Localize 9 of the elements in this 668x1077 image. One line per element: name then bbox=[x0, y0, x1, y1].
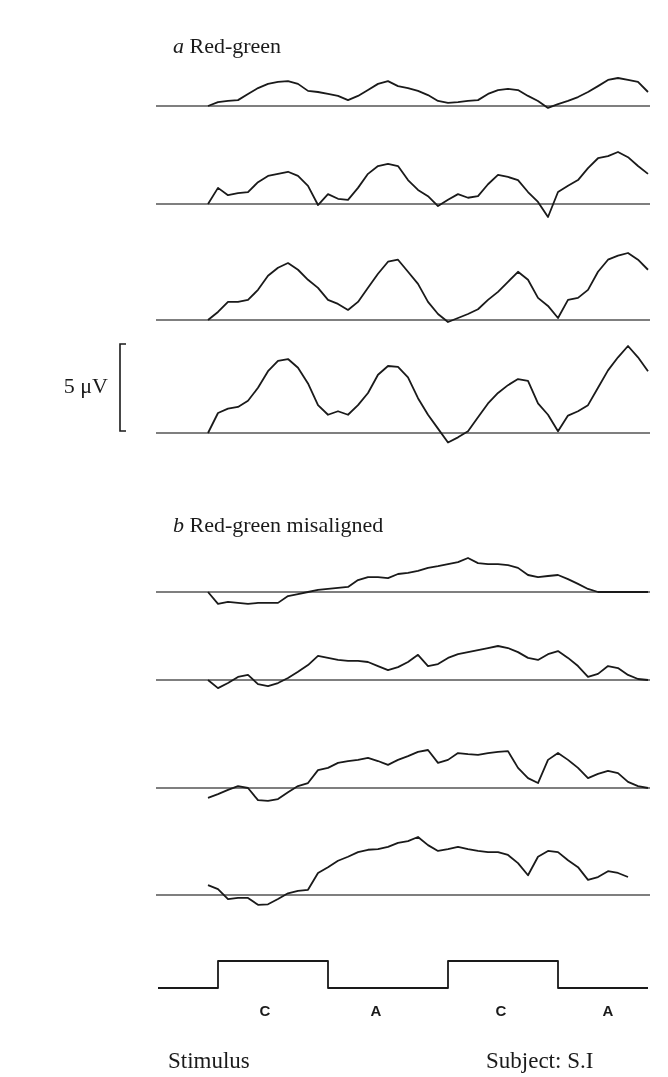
text: 5 μV bbox=[63, 373, 109, 398]
chart-title: b Red-green misaligned bbox=[173, 512, 384, 537]
text: Stimulus bbox=[168, 1048, 250, 1073]
text: A bbox=[370, 1002, 382, 1019]
text: A bbox=[602, 1002, 614, 1019]
chart-title: a Red-green bbox=[173, 33, 282, 58]
text: C bbox=[259, 1002, 271, 1019]
text: Subject: S.I bbox=[486, 1048, 594, 1073]
text: C bbox=[495, 1002, 507, 1019]
